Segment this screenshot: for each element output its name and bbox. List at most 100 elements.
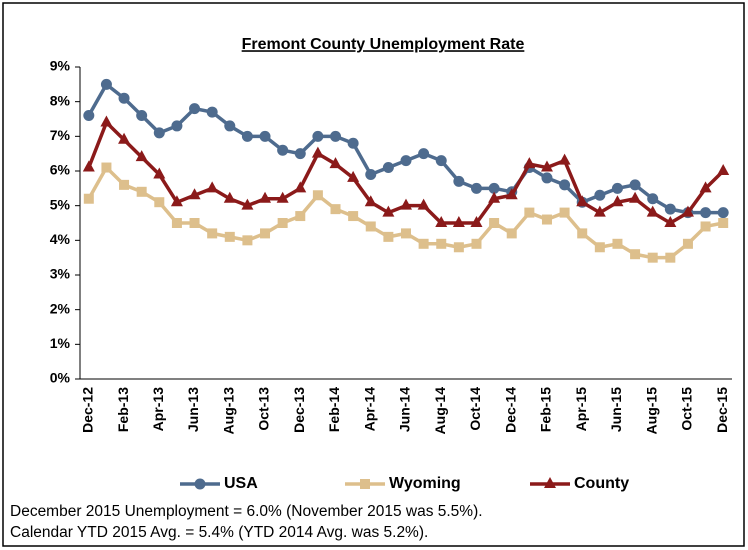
x-tick-label: Oct-14 [467, 387, 483, 431]
data-point [170, 195, 183, 207]
y-tick-label: 4% [50, 231, 71, 247]
data-point [136, 110, 148, 122]
data-point [312, 130, 324, 142]
data-point [330, 204, 341, 215]
x-tick-label: Dec-12 [80, 387, 96, 433]
data-point [664, 216, 677, 227]
chart-title: Fremont County Unemployment Rate [242, 36, 525, 53]
data-point [453, 175, 465, 187]
data-point [664, 203, 676, 215]
data-point [382, 205, 395, 217]
data-point [470, 182, 482, 194]
data-point [206, 181, 219, 193]
data-point [312, 190, 323, 201]
data-point [576, 195, 589, 207]
legend-label: County [574, 475, 629, 492]
data-point [260, 228, 271, 239]
data-point [119, 179, 130, 190]
legend-label: USA [224, 475, 258, 492]
data-point [207, 228, 218, 239]
data-point [118, 92, 130, 104]
data-point [541, 172, 553, 184]
data-point [681, 205, 694, 217]
data-point [259, 191, 272, 203]
y-tick-label: 0% [50, 370, 71, 386]
data-point [276, 191, 289, 203]
data-point [577, 228, 588, 239]
data-point [171, 218, 182, 228]
data-point [224, 120, 236, 132]
data-point [277, 144, 289, 156]
x-tick-label: Aug-14 [432, 387, 448, 435]
data-point [506, 228, 517, 239]
data-point [382, 162, 394, 174]
data-point [540, 160, 553, 172]
data-point [330, 130, 342, 142]
data-point [594, 189, 606, 201]
data-point [329, 157, 342, 169]
y-tick-label: 7% [50, 127, 71, 143]
data-point [154, 197, 165, 208]
legend-marker [544, 477, 556, 488]
legend-marker [360, 479, 370, 489]
x-tick-label: Aug-13 [220, 387, 236, 435]
data-point [682, 238, 693, 249]
data-point [612, 238, 623, 249]
y-tick-label: 2% [50, 300, 71, 316]
data-point [505, 188, 518, 200]
data-point [435, 155, 447, 167]
data-point [435, 216, 448, 227]
data-point [100, 78, 112, 90]
data-point [277, 218, 288, 228]
data-point [594, 242, 605, 253]
data-point [646, 205, 659, 217]
data-point [135, 150, 148, 162]
data-point [241, 130, 253, 142]
data-point [470, 216, 483, 227]
data-point [699, 181, 712, 193]
data-point [294, 181, 307, 193]
x-tick-label: Feb-15 [538, 387, 554, 432]
data-point [559, 207, 570, 218]
data-point [717, 207, 729, 219]
data-point [593, 205, 606, 217]
data-point [171, 120, 183, 132]
data-point [418, 148, 430, 160]
data-point [700, 207, 712, 219]
data-point [82, 160, 95, 172]
data-point [647, 252, 658, 263]
data-point [311, 146, 324, 158]
data-point [383, 231, 394, 242]
data-point [153, 127, 165, 139]
x-tick-label: Apr-13 [150, 387, 166, 432]
x-tick-label: Feb-13 [115, 387, 131, 432]
x-tick-label: Dec-14 [502, 387, 518, 433]
data-point [153, 167, 166, 179]
data-point [295, 211, 306, 222]
data-point [400, 155, 412, 167]
x-tick-label: Jun-15 [608, 387, 624, 432]
x-tick-label: Dec-15 [714, 387, 730, 433]
x-tick-label: Feb-14 [326, 387, 342, 432]
data-point [611, 182, 623, 194]
data-point [348, 211, 359, 222]
data-point [718, 218, 729, 228]
data-point [401, 228, 411, 239]
y-tick-label: 8% [50, 92, 71, 108]
data-point [488, 191, 501, 203]
data-point [364, 195, 377, 207]
y-tick-label: 3% [50, 266, 71, 282]
data-point [611, 195, 624, 207]
data-point [101, 162, 112, 173]
data-point [100, 115, 113, 127]
y-tick-label: 5% [50, 196, 71, 212]
data-point [400, 198, 412, 210]
x-tick-label: Apr-14 [361, 387, 377, 432]
data-point [523, 157, 536, 169]
x-tick-label: Jun-14 [397, 387, 413, 432]
data-point [347, 170, 360, 182]
x-tick-label: Jun-13 [185, 387, 201, 432]
data-point [241, 198, 254, 210]
